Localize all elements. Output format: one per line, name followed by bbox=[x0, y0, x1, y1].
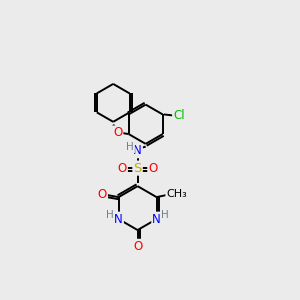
Text: O: O bbox=[98, 188, 107, 201]
Text: CH₃: CH₃ bbox=[166, 189, 187, 200]
Text: Cl: Cl bbox=[173, 109, 185, 122]
Text: H: H bbox=[161, 210, 169, 220]
Text: N: N bbox=[152, 213, 161, 226]
Text: O: O bbox=[148, 162, 158, 175]
Text: N: N bbox=[133, 144, 142, 157]
Text: S: S bbox=[134, 162, 142, 175]
Text: N: N bbox=[114, 213, 123, 226]
Text: O: O bbox=[118, 162, 127, 175]
Text: H: H bbox=[126, 142, 134, 152]
Text: O: O bbox=[113, 126, 122, 140]
Text: O: O bbox=[133, 240, 142, 253]
Text: H: H bbox=[106, 210, 114, 220]
